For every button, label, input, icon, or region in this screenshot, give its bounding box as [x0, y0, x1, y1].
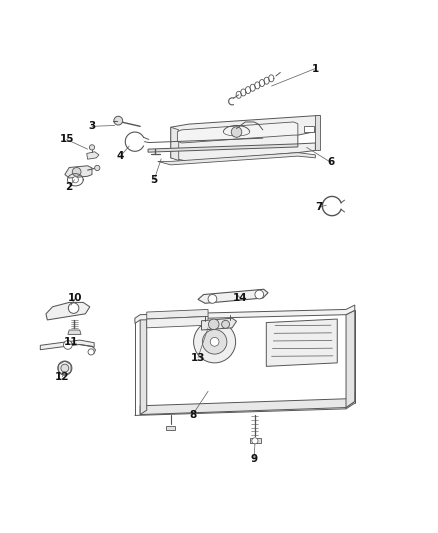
Text: 2: 2 — [66, 182, 73, 192]
Polygon shape — [68, 330, 81, 334]
Circle shape — [95, 165, 100, 171]
Polygon shape — [87, 152, 99, 159]
Circle shape — [64, 341, 72, 349]
Text: 14: 14 — [233, 293, 247, 303]
Polygon shape — [40, 340, 94, 350]
Polygon shape — [147, 310, 208, 319]
Circle shape — [58, 361, 72, 375]
Circle shape — [252, 438, 258, 444]
Text: 12: 12 — [55, 372, 70, 382]
Circle shape — [114, 116, 123, 125]
Circle shape — [202, 329, 227, 354]
Polygon shape — [158, 152, 315, 165]
Polygon shape — [346, 310, 355, 408]
Circle shape — [231, 127, 242, 138]
Polygon shape — [315, 115, 320, 150]
Circle shape — [210, 337, 219, 346]
Polygon shape — [171, 127, 179, 160]
Circle shape — [72, 167, 81, 176]
Polygon shape — [266, 319, 337, 366]
Circle shape — [208, 319, 219, 329]
Text: 5: 5 — [151, 175, 158, 185]
Text: 11: 11 — [64, 337, 78, 347]
Polygon shape — [147, 317, 208, 328]
Circle shape — [194, 321, 236, 363]
Polygon shape — [135, 305, 355, 324]
Text: 15: 15 — [59, 134, 74, 144]
Circle shape — [255, 290, 264, 299]
Circle shape — [222, 320, 230, 328]
Polygon shape — [166, 426, 175, 430]
Polygon shape — [171, 115, 320, 161]
Polygon shape — [201, 318, 237, 330]
Text: 1: 1 — [312, 63, 319, 74]
Text: 10: 10 — [68, 293, 83, 303]
Polygon shape — [140, 393, 355, 415]
Text: 4: 4 — [117, 151, 124, 161]
Polygon shape — [250, 438, 261, 443]
Text: 8: 8 — [189, 409, 196, 419]
Polygon shape — [198, 289, 268, 303]
Text: 9: 9 — [251, 454, 258, 464]
Text: 6: 6 — [327, 157, 334, 167]
Circle shape — [88, 349, 94, 355]
Circle shape — [89, 145, 95, 150]
Text: 13: 13 — [191, 353, 205, 362]
Polygon shape — [65, 166, 92, 178]
Polygon shape — [46, 302, 90, 320]
Circle shape — [208, 295, 217, 303]
Text: 7: 7 — [315, 203, 322, 212]
Polygon shape — [140, 316, 147, 415]
Circle shape — [61, 364, 69, 372]
Polygon shape — [177, 122, 298, 143]
Circle shape — [68, 303, 79, 313]
Polygon shape — [304, 126, 314, 132]
Text: 3: 3 — [88, 122, 95, 131]
Circle shape — [72, 177, 78, 183]
Polygon shape — [148, 144, 298, 152]
